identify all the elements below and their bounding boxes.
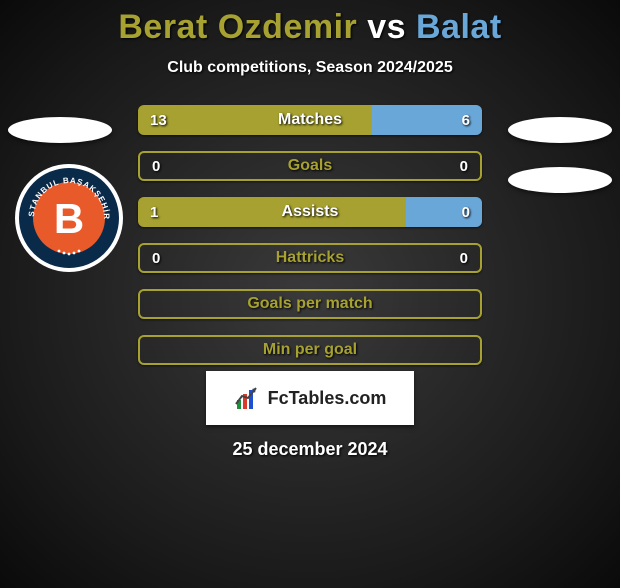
snapshot-date: 25 december 2024 <box>0 439 620 460</box>
player2-photo-placeholder <box>508 117 612 143</box>
stat-row: 136Matches <box>138 105 482 135</box>
fctables-icon <box>234 384 262 412</box>
title-vs: vs <box>367 8 406 46</box>
source-logo-text: FcTables.com <box>268 388 387 409</box>
stat-label: Goals <box>140 153 480 179</box>
player1-name: Berat Ozdemir <box>118 8 357 46</box>
comparison-title: Berat Ozdemir vs Balat <box>0 8 620 47</box>
stat-row: Min per goal <box>138 335 482 365</box>
stat-label: Matches <box>138 105 482 135</box>
player2-club-placeholder <box>508 167 612 193</box>
player1-club-badge: ISTANBUL BAŞAKŞEHİR B <box>14 163 124 273</box>
stat-bars: 136Matches 00Goals 10Assists 00Hattricks Goa… <box>138 105 482 381</box>
player1-photo-placeholder <box>8 117 112 143</box>
stat-label: Min per goal <box>140 337 480 363</box>
stat-label: Assists <box>138 197 482 227</box>
stat-row: 00Hattricks <box>138 243 482 273</box>
stat-label: Goals per match <box>140 291 480 317</box>
player2-name: Balat <box>416 8 502 46</box>
stat-label: Hattricks <box>140 245 480 271</box>
stat-row: 00Goals <box>138 151 482 181</box>
subtitle: Club competitions, Season 2024/2025 <box>0 59 620 77</box>
badge-letter: B <box>54 195 84 242</box>
comparison-arena: ISTANBUL BAŞAKŞEHİR B 136Matches 00Goals 1… <box>0 105 620 365</box>
stat-row: 10Assists <box>138 197 482 227</box>
stat-row: Goals per match <box>138 289 482 319</box>
